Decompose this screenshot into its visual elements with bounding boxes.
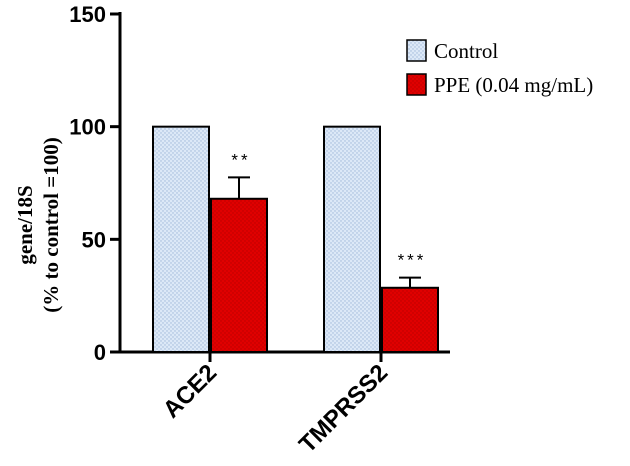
legend-label: Control <box>434 39 498 63</box>
legend-swatch <box>406 39 427 62</box>
x-tick-label: ACE2 <box>158 359 222 423</box>
bar <box>323 125 381 353</box>
significance-label: *** <box>398 251 427 270</box>
significance-label: ** <box>231 150 250 169</box>
y-tick-label: 50 <box>82 227 106 252</box>
legend: Control PPE (0.04 mg/mL) <box>406 39 593 97</box>
y-axis-label-line2: (% to control =100) <box>39 137 63 312</box>
y-axis-label-line1: gene/18S <box>13 185 37 264</box>
bar <box>381 286 439 353</box>
legend-label: PPE (0.04 mg/mL) <box>434 73 593 97</box>
y-tick-label: 100 <box>69 115 106 140</box>
legend-swatch <box>406 73 427 96</box>
bar <box>152 125 210 353</box>
bar <box>210 197 268 353</box>
y-tick-label: 0 <box>94 340 106 365</box>
bars: ***** <box>152 125 439 353</box>
y-axis-label: gene/18S (% to control =100) <box>13 137 63 312</box>
y-tick-label: 150 <box>69 2 106 27</box>
x-tick-label: TMPRSS2 <box>294 359 393 458</box>
